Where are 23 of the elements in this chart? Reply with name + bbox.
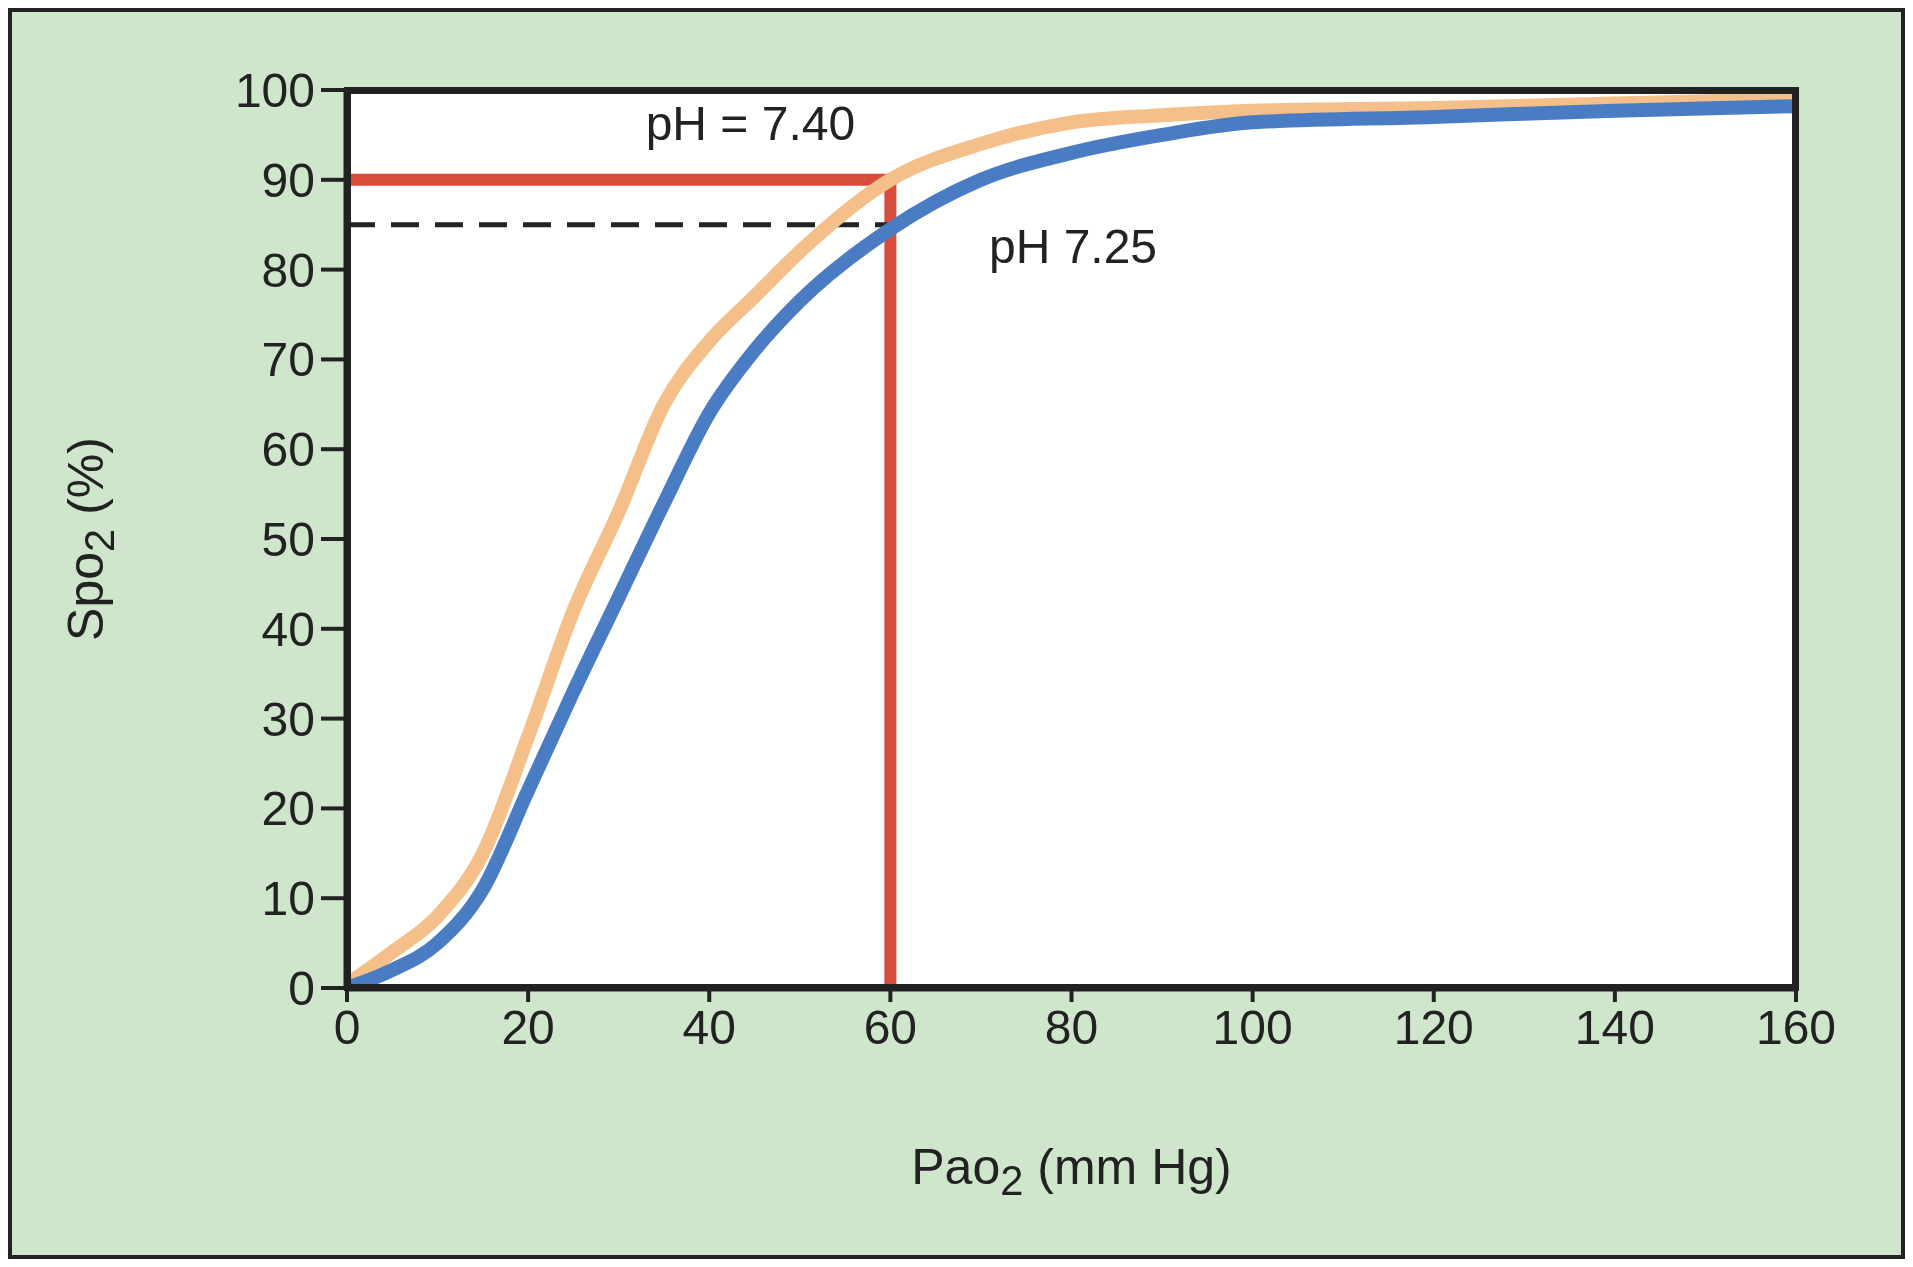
x-tick-label: 120 <box>1393 1001 1474 1055</box>
x-axis-title: Pao$_{2}$ (mm Hg) <box>910 1138 1233 1205</box>
x-tick-label: 160 <box>1755 1001 1837 1055</box>
x-tick-label: 0 <box>333 1001 361 1055</box>
y-tick-label: 70 <box>261 333 315 387</box>
y-tick-label: 50 <box>261 513 315 567</box>
y-tick-label: 30 <box>261 692 315 746</box>
x-tick-label: 80 <box>1044 1001 1099 1055</box>
x-tick-label: 60 <box>863 1001 918 1055</box>
series-label: pH = 7.40 <box>645 96 856 150</box>
y-tick-label: 40 <box>261 602 315 656</box>
x-tick-label: 20 <box>501 1001 555 1055</box>
y-tick-label: 100 <box>234 64 315 118</box>
x-tick-label: 40 <box>682 1001 736 1055</box>
y-tick-label: 20 <box>261 782 315 836</box>
y-tick-label: 90 <box>261 153 315 207</box>
y-tick-label: 0 <box>288 962 315 1016</box>
x-tick-label: 140 <box>1574 1001 1655 1055</box>
y-tick-label: 80 <box>261 243 315 297</box>
series-label: pH 7.25 <box>988 219 1158 273</box>
y-tick-label: 60 <box>261 423 315 477</box>
y-tick-label: 10 <box>261 872 315 926</box>
x-tick-label: 100 <box>1212 1001 1293 1055</box>
